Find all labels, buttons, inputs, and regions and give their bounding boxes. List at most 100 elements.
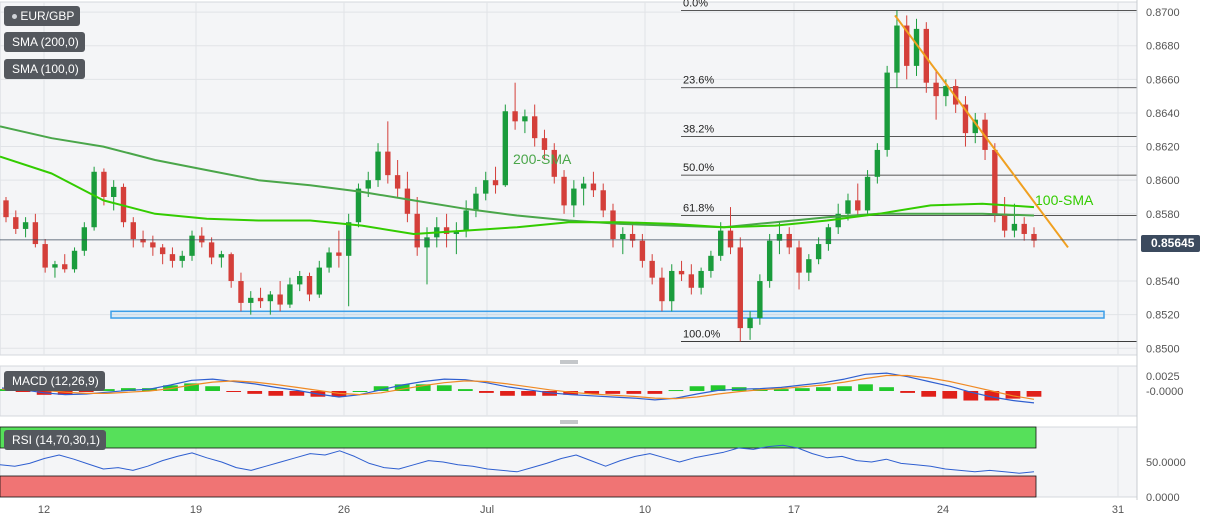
candle-body bbox=[424, 237, 430, 248]
macd-y-tick: 0.0025 bbox=[1146, 371, 1180, 383]
candle-body bbox=[169, 254, 176, 261]
y-tick-label: 0.8680 bbox=[1146, 41, 1180, 53]
candle-body bbox=[159, 247, 166, 255]
macd-histogram-bar bbox=[689, 386, 705, 391]
x-tick-label: Jul bbox=[480, 504, 494, 516]
candle-body bbox=[1001, 213, 1008, 231]
candle-body bbox=[140, 239, 146, 243]
candle-body bbox=[600, 190, 606, 211]
resistance-trendline bbox=[894, 14, 1069, 249]
macd-histogram-bar bbox=[921, 391, 937, 397]
candle-body bbox=[355, 188, 362, 223]
candle-body bbox=[326, 252, 332, 268]
candle-body bbox=[620, 233, 626, 240]
candle-body bbox=[22, 222, 29, 229]
candle-body bbox=[62, 264, 68, 270]
x-tick-label: 17 bbox=[788, 504, 800, 516]
candle-body bbox=[228, 254, 234, 282]
macd-histogram-bar bbox=[289, 391, 305, 396]
sma200-line bbox=[0, 125, 1035, 229]
candle-body bbox=[1031, 233, 1037, 241]
macd-histogram-bar bbox=[816, 387, 831, 391]
candle-body bbox=[737, 247, 743, 329]
candle-body bbox=[835, 213, 841, 228]
candle-body bbox=[365, 180, 371, 189]
x-tick-label: 31 bbox=[1112, 504, 1124, 516]
macd-histogram-bar bbox=[626, 391, 642, 394]
fib-level-label: 23.6% bbox=[683, 75, 714, 87]
sma100-legend-label: SMA (100,0) bbox=[12, 62, 79, 76]
macd-histogram-bar bbox=[858, 384, 873, 391]
candle-body bbox=[845, 200, 851, 214]
rsi-legend[interactable]: RSI (14,70,30,1) bbox=[4, 430, 107, 450]
candle-body bbox=[238, 281, 244, 303]
candle-body bbox=[796, 247, 802, 273]
y-tick-label: 0.8500 bbox=[1146, 343, 1180, 355]
candle-body bbox=[71, 250, 78, 270]
legend-dot-icon bbox=[12, 14, 17, 20]
candle-body bbox=[659, 277, 665, 302]
candle-body bbox=[610, 210, 616, 240]
candle-body bbox=[512, 111, 518, 122]
candle-body bbox=[130, 222, 136, 240]
macd-histogram-bar bbox=[794, 388, 810, 391]
candle-body bbox=[150, 242, 156, 248]
candle-body bbox=[815, 244, 822, 260]
macd-histogram-bar bbox=[942, 391, 958, 399]
macd-histogram-bar bbox=[268, 391, 284, 396]
macd-histogram-bar bbox=[78, 391, 94, 392]
candle-body bbox=[1021, 223, 1027, 234]
candle-body bbox=[962, 104, 969, 134]
candle-body bbox=[32, 222, 39, 245]
macd-histogram-bar bbox=[415, 384, 431, 391]
macd-histogram-bar bbox=[605, 391, 621, 394]
sma200-annotation: 200-SMA bbox=[513, 151, 572, 167]
symbol-legend[interactable]: EUR/GBP bbox=[4, 6, 81, 26]
candle-body bbox=[336, 252, 342, 256]
candle-body bbox=[3, 200, 9, 218]
y-tick-label: 0.8660 bbox=[1146, 74, 1180, 86]
candle-body bbox=[218, 254, 225, 258]
candle-body bbox=[463, 210, 469, 231]
rsi-overbought-zone bbox=[0, 426, 1037, 449]
candle-body bbox=[101, 171, 107, 197]
candle-body bbox=[747, 318, 753, 329]
candle-body bbox=[42, 244, 48, 268]
macd-histogram-bar bbox=[436, 385, 452, 391]
candle-body bbox=[639, 240, 646, 261]
sma200-legend-label: SMA (200,0) bbox=[12, 35, 79, 49]
candle-body bbox=[629, 233, 636, 241]
candle-body bbox=[443, 227, 450, 234]
macd-histogram-bar bbox=[57, 391, 73, 395]
candle-body bbox=[453, 230, 460, 234]
symbol-label: EUR/GBP bbox=[20, 9, 75, 23]
candle-body bbox=[698, 270, 704, 288]
macd-histogram-bar bbox=[837, 386, 852, 391]
sma100-legend[interactable]: SMA (100,0) bbox=[4, 59, 85, 79]
candle-body bbox=[91, 171, 97, 228]
price-panel-bg bbox=[0, 1, 1138, 356]
candle-body bbox=[590, 183, 597, 191]
candle-body bbox=[757, 281, 763, 319]
candle-body bbox=[502, 111, 509, 186]
candle-body bbox=[394, 175, 401, 189]
macd-histogram-bar bbox=[710, 385, 726, 391]
macd-legend[interactable]: MACD (12,26,9) bbox=[4, 371, 105, 391]
candle-body bbox=[943, 86, 949, 97]
macd-histogram-bar bbox=[563, 391, 579, 395]
sma200-legend[interactable]: SMA (200,0) bbox=[4, 32, 85, 52]
fib-level-label: 61.8% bbox=[683, 202, 714, 214]
candle-body bbox=[179, 255, 185, 261]
macd-histogram-bar bbox=[184, 383, 199, 391]
candle-body bbox=[208, 242, 215, 258]
rsi-legend-label: RSI (14,70,30,1) bbox=[12, 433, 101, 447]
candle-body bbox=[111, 186, 117, 197]
sma100-line bbox=[0, 155, 1035, 235]
macd-histogram-bar bbox=[584, 391, 600, 394]
candle-body bbox=[855, 200, 861, 211]
candle-body bbox=[385, 151, 391, 176]
candle-body bbox=[766, 240, 773, 282]
x-tick-label: 24 bbox=[937, 504, 949, 516]
last-price-value: 0.85645 bbox=[1151, 236, 1195, 250]
